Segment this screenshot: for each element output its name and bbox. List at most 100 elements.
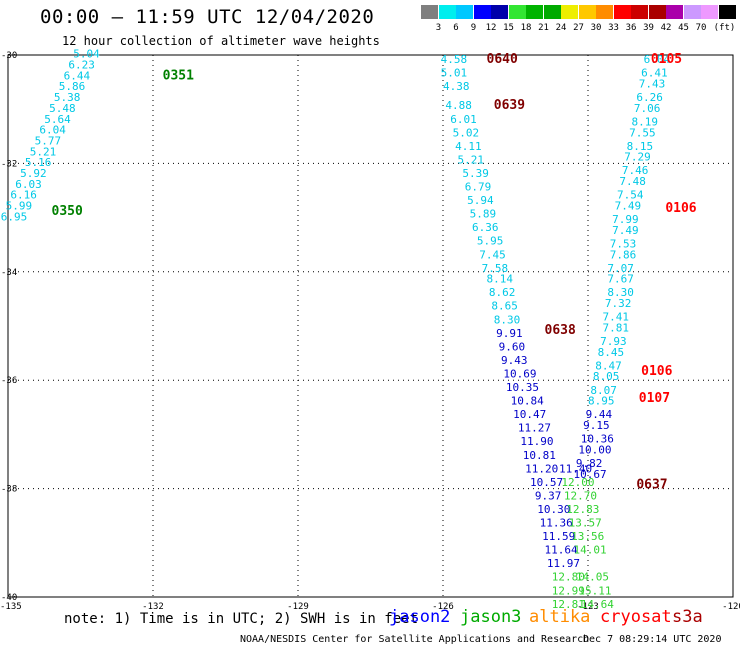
legend-swatch [578,5,596,19]
wave-height-value: 5.04 [73,48,100,61]
wave-height-value: 10.00 [578,443,611,456]
wave-height-value: 8.47 [595,359,622,372]
wave-height-value: 5.86 [59,80,86,93]
wave-height-value: 8.62 [489,286,515,299]
wave-height-value: 10.81 [523,449,556,462]
satellite-s3a: s3a [672,607,703,627]
wave-height-value: 13.56 [571,530,604,543]
wave-height-value: 11.97 [547,557,580,570]
wave-height-value: 8.30 [607,286,634,299]
wave-height-value: 15.11 [578,584,611,597]
wave-height-value: 4.88 [445,99,472,112]
wave-height-value: 7.55 [629,126,656,139]
legend-label: 33 [608,23,619,33]
wave-height-value: 5.02 [453,126,480,139]
legend-swatch [648,5,666,19]
wave-height-value: 7.81 [603,321,630,334]
wave-height-value: 8.45 [598,346,625,359]
wave-height-value: 6.36 [472,221,499,234]
legend-swatch [491,5,508,19]
wave-height-value: 10.57 [530,476,563,489]
wave-height-value: 8.65 [491,300,518,313]
x-tick-label: -129 [287,602,309,612]
pass-time-label: 0105 [651,52,682,67]
chart-title: 00:00 – 11:59 UTC 12/04/2020 [40,6,375,28]
wave-height-value: 7.93 [600,335,627,348]
wave-height-value: 11.40 [559,462,592,475]
pass-time-label: 0639 [494,98,525,113]
wave-height-value: 9.44 [586,408,613,421]
wave-height-value: 12.70 [564,489,597,502]
wave-height-value: 7.54 [617,189,644,202]
wave-height-value: 10.47 [513,408,546,421]
wave-height-value: 7.29 [624,151,651,164]
wave-height-value: 6.44 [64,69,91,82]
wave-height-value: 13.57 [569,517,602,530]
footnote: note: 1) Time is in UTC; 2) SWH is in fe… [64,611,419,627]
wave-height-value: 12.99 [552,584,585,597]
wave-height-value: 5.38 [54,91,81,104]
chart-subtitle: 12 hour collection of altimeter wave hei… [62,34,380,48]
satellite-jason2: jason2 [389,607,451,627]
wave-height-value: 10.69 [503,367,536,380]
wave-height-value: 7.41 [603,311,630,324]
wave-height-value: 12.83 [566,503,599,516]
legend-label: 39 [643,23,654,33]
wave-height-value: 7.58 [482,262,509,275]
legend-swatch [473,5,491,19]
legend-swatch [666,5,683,19]
legend-swatch [596,5,613,19]
legend-label: 36 [625,23,637,33]
wave-height-value: 14.01 [574,544,607,557]
wave-height-value: 10.35 [506,381,539,394]
satellite-altika: altika [529,607,591,627]
wave-height-value: 5.99 [6,199,32,212]
legend-swatch [526,5,543,19]
wave-height-value: 6.03 [15,178,42,191]
pass-time-label: 0351 [163,68,194,83]
wave-height-value: 5.01 [441,67,468,80]
wave-height-value: 11.20 [525,462,558,475]
wave-height-value: 6.26 [636,91,663,104]
pass-time-label: 0106 [641,364,672,379]
satellite-cryosat: cryosat [600,607,672,627]
y-tick-label: -34 [1,268,17,278]
wave-height-value: 10.36 [581,433,614,446]
wave-height-value: 11.27 [518,422,551,435]
wave-height-value: 6.23 [68,59,95,72]
legend-label: (ft) [713,23,736,33]
wave-height-value: 8.19 [632,115,659,128]
wave-height-value: 5.16 [25,156,51,169]
y-tick-label: -38 [1,485,17,495]
wave-height-value: 4.38 [443,80,470,93]
wave-height-value: 9.43 [501,354,528,367]
wave-height-value: 10.84 [511,395,544,408]
wave-height-value: 12.80 [552,571,585,584]
wave-height-value: 7.49 [612,224,639,237]
wave-height-value: 10.67 [574,468,607,481]
wave-height-value: 5.89 [470,208,497,221]
x-tick-label: -135 [0,602,22,612]
wave-height-value: 5.39 [462,167,489,180]
legend-label: 30 [590,23,602,33]
wave-height-value: 7.49 [615,199,642,212]
legend-swatch [631,5,648,19]
legend-label: 27 [573,23,584,33]
x-tick-label: -123 [577,602,599,612]
wave-height-value: 12.81 [552,598,585,611]
pass-time-label: 0106 [665,201,696,216]
wave-height-value: 6.01 [450,113,477,126]
y-tick-label: -32 [1,159,17,169]
wave-height-value: 5.95 [477,235,504,248]
wave-height-value: 6.16 [10,189,37,202]
legend-label: 24 [555,23,567,33]
wave-height-value: 5.64 [44,113,71,126]
wave-height-value: 5.92 [20,167,47,180]
wave-height-value: 7.45 [479,248,506,261]
wave-height-value: 9.37 [535,489,562,502]
wave-height-value: 6.04 [644,53,671,66]
wave-height-value: 5.21 [30,145,57,158]
y-tick-label: -36 [1,376,17,386]
legend-label: 45 [678,23,689,33]
